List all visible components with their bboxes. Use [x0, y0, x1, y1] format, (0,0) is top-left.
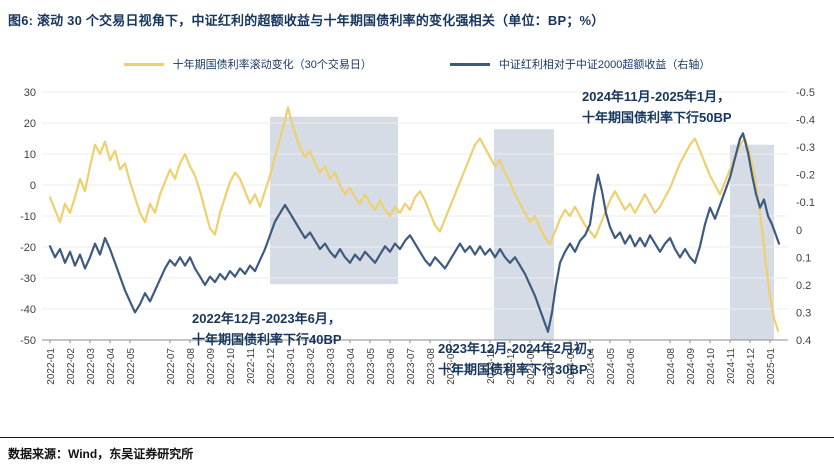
left-axis-tick-label: -20 [20, 242, 36, 254]
line-series-right [48, 132, 781, 333]
line-series-left [48, 106, 780, 332]
x-axis-label: 2024-12 [746, 348, 757, 385]
left-axis-tick-label: -10 [20, 211, 36, 223]
figure-title: 图6: 滚动 30 个交易日视角下，中证红利的超额收益与十年期国债利率的变化强相… [8, 13, 605, 28]
left-axis-tick-label: -30 [20, 273, 36, 285]
x-axis-label: 2022-05 [126, 348, 137, 385]
x-axis-label: 2024-01 [526, 348, 537, 385]
right-axis-tick-label: -0.4 [796, 115, 815, 127]
x-axis-label: 2023-05 [366, 348, 377, 385]
right-axis-tick-label: -0.2 [796, 170, 815, 182]
legend-label: 中证红利相对于中证2000超额收益（右轴） [498, 59, 711, 71]
right-axis-tick-label: 0.2 [796, 280, 811, 292]
x-axis-label: 2022-02 [66, 348, 77, 385]
annotation-2024-11-rate-decline: 2024年11月-2025年1月， 十年期国债利率下行50BP [582, 86, 732, 128]
x-axis-label: 2022-11 [246, 348, 257, 384]
right-axis-tick-label: -0.5 [796, 87, 815, 99]
x-axis-label: 2023-08 [426, 348, 437, 385]
x-axis-label: 2023-12 [506, 348, 517, 385]
right-axis-tick-label: -0.1 [796, 197, 815, 209]
x-axis-label: 2024-06 [626, 348, 637, 385]
x-axis-label: 2024-10 [706, 348, 717, 385]
legend-item-bond-yield: 十年期国债利率滚动变化（30个交易日） [123, 56, 372, 72]
legend-item-excess-return: 中证红利相对于中证2000超额收益（右轴） [449, 56, 711, 72]
left-axis-tick-label: -50 [20, 335, 36, 347]
x-axis-label: 2024-05 [606, 348, 617, 385]
x-axis-label: 2022-10 [226, 348, 237, 385]
annotation-line: 十年期国债利率下行50BP [582, 110, 732, 125]
x-axis-label: 2023-11 [486, 348, 497, 384]
data-source-note: 数据来源：Wind，东吴证券研究所 [8, 447, 194, 461]
x-axis-label: 2023-03 [326, 348, 337, 385]
left-axis-tick-label: 0 [30, 180, 36, 192]
right-axis-tick-label: 0.1 [796, 252, 811, 264]
left-axis-tick-label: 30 [24, 87, 36, 99]
x-axis-label: 2022-12 [266, 348, 277, 385]
x-axis-label: 2023-01 [286, 348, 297, 385]
x-axis-label: 2024-08 [666, 348, 677, 385]
x-axis-label: 2024-03 [566, 348, 577, 385]
left-axis-tick-label: 10 [24, 149, 36, 161]
x-axis-label: 2024-04 [586, 348, 597, 385]
x-axis-label: 2025-01 [766, 348, 777, 385]
annotation-line: 十年期国债利率下行40BP [192, 332, 342, 347]
annotation-2022-12-rate-decline: 2022年12月-2023年6月， 十年期国债利率下行40BP [192, 308, 342, 350]
x-axis-label: 2024-09 [686, 348, 697, 385]
x-axis-label: 2024-02 [546, 348, 557, 385]
annotation-line: 十年期国债利率下行30BP [438, 362, 588, 377]
navy-line-swatch [449, 62, 490, 66]
highlight-region [494, 129, 554, 340]
x-axis-label: 2023-02 [306, 348, 317, 385]
x-axis-label: 2022-04 [106, 348, 117, 385]
right-axis-tick-label: 0 [796, 225, 802, 237]
x-axis-label: 2022-07 [166, 348, 177, 385]
x-axis-label: 2023-07 [406, 348, 417, 385]
x-axis-label: 2023-06 [386, 348, 397, 385]
x-axis-label: 2024-11 [726, 348, 737, 384]
right-axis-tick-label: 0.3 [796, 307, 811, 319]
left-axis-tick-label: -40 [20, 304, 36, 316]
annotation-2023-12-rate-decline: 2023年12月-2024年2月初， 十年期国债利率下行30BP [438, 338, 600, 380]
x-axis-label: 2023-09 [446, 348, 457, 385]
legend-label: 十年期国债利率滚动变化（30个交易日） [172, 59, 372, 71]
x-axis-label: 2022-01 [46, 348, 57, 385]
footer-divider [0, 437, 834, 438]
right-axis-tick-label: -0.3 [796, 142, 815, 154]
left-axis-tick-label: 20 [24, 118, 36, 130]
x-axis-label: 2022-08 [186, 348, 197, 385]
chart-legend: 十年期国债利率滚动变化（30个交易日） 中证红利相对于中证2000超额收益（右轴… [0, 56, 834, 72]
x-axis-label: 2023-04 [346, 348, 357, 385]
right-axis-tick-label: 0.4 [796, 335, 811, 347]
annotation-line: 2022年12月-2023年6月， [192, 311, 341, 326]
x-axis-label: 2022-03 [86, 348, 97, 385]
yellow-line-swatch [123, 62, 164, 66]
annotation-line: 2024年11月-2025年1月， [582, 89, 731, 104]
x-axis-label: 2022-09 [206, 348, 217, 385]
annotation-line: 2023年12月-2024年2月初， [438, 341, 600, 356]
